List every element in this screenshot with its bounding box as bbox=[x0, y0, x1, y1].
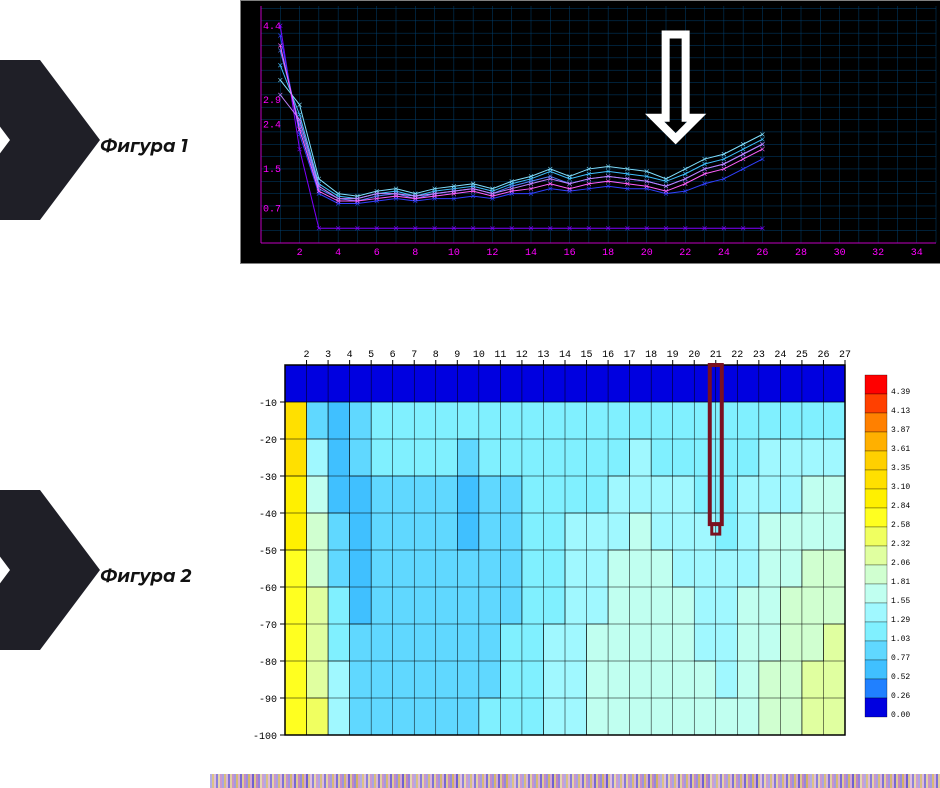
svg-text:2.58: 2.58 bbox=[891, 521, 910, 530]
svg-text:12: 12 bbox=[486, 248, 498, 259]
svg-text:2.4: 2.4 bbox=[263, 121, 281, 132]
svg-text:18: 18 bbox=[602, 248, 614, 259]
svg-text:1.81: 1.81 bbox=[891, 578, 910, 587]
svg-text:22: 22 bbox=[731, 350, 743, 361]
svg-text:-80: -80 bbox=[259, 658, 277, 669]
svg-text:8: 8 bbox=[412, 248, 418, 259]
svg-text:-30: -30 bbox=[259, 473, 277, 484]
svg-text:0.7: 0.7 bbox=[263, 204, 281, 215]
svg-text:20: 20 bbox=[688, 350, 700, 361]
svg-text:3: 3 bbox=[325, 350, 331, 361]
svg-text:10: 10 bbox=[473, 350, 485, 361]
svg-text:25: 25 bbox=[796, 350, 808, 361]
svg-text:6: 6 bbox=[374, 248, 380, 259]
svg-text:11: 11 bbox=[494, 350, 506, 361]
svg-text:0.52: 0.52 bbox=[891, 673, 910, 682]
svg-text:-100: -100 bbox=[253, 732, 277, 743]
svg-text:4.4: 4.4 bbox=[263, 22, 281, 33]
svg-text:32: 32 bbox=[872, 248, 884, 259]
svg-text:-10: -10 bbox=[259, 399, 277, 410]
svg-text:16: 16 bbox=[602, 350, 614, 361]
svg-text:5: 5 bbox=[368, 350, 374, 361]
svg-text:4: 4 bbox=[335, 248, 341, 259]
svg-text:-90: -90 bbox=[259, 695, 277, 706]
svg-text:15: 15 bbox=[581, 350, 593, 361]
svg-text:22: 22 bbox=[679, 248, 691, 259]
svg-text:-50: -50 bbox=[259, 547, 277, 558]
svg-text:26: 26 bbox=[756, 248, 768, 259]
svg-text:3.35: 3.35 bbox=[891, 464, 910, 473]
figure2-label: Фигура 2 bbox=[100, 565, 191, 587]
svg-text:-40: -40 bbox=[259, 510, 277, 521]
svg-text:0.00: 0.00 bbox=[891, 711, 910, 720]
line-chart-svg: 2468101214161820222426283032340.71.52.42… bbox=[241, 1, 940, 263]
svg-text:14: 14 bbox=[525, 248, 537, 259]
svg-text:1.03: 1.03 bbox=[891, 635, 910, 644]
figure1-label: Фигура 1 bbox=[100, 135, 188, 157]
svg-text:12: 12 bbox=[516, 350, 528, 361]
svg-text:1.29: 1.29 bbox=[891, 616, 910, 625]
svg-text:24: 24 bbox=[774, 350, 786, 361]
svg-text:30: 30 bbox=[834, 248, 846, 259]
svg-text:16: 16 bbox=[564, 248, 576, 259]
svg-text:3.10: 3.10 bbox=[891, 483, 910, 492]
svg-text:4.39: 4.39 bbox=[891, 388, 910, 397]
svg-text:-20: -20 bbox=[259, 436, 277, 447]
svg-text:9: 9 bbox=[454, 350, 460, 361]
svg-text:1.55: 1.55 bbox=[891, 597, 910, 606]
contour-chart: 2345678910111213141516171819202122232425… bbox=[240, 335, 940, 750]
svg-text:0.77: 0.77 bbox=[891, 654, 910, 663]
line-chart: 2468101214161820222426283032340.71.52.42… bbox=[240, 0, 940, 264]
svg-text:13: 13 bbox=[537, 350, 549, 361]
svg-text:-60: -60 bbox=[259, 584, 277, 595]
svg-text:23: 23 bbox=[753, 350, 765, 361]
svg-text:28: 28 bbox=[795, 248, 807, 259]
svg-text:2: 2 bbox=[304, 350, 310, 361]
svg-text:2.32: 2.32 bbox=[891, 540, 910, 549]
svg-text:6: 6 bbox=[390, 350, 396, 361]
svg-text:17: 17 bbox=[624, 350, 636, 361]
svg-text:19: 19 bbox=[667, 350, 679, 361]
svg-text:27: 27 bbox=[839, 350, 851, 361]
svg-text:3.61: 3.61 bbox=[891, 445, 910, 454]
svg-text:14: 14 bbox=[559, 350, 571, 361]
svg-text:24: 24 bbox=[718, 248, 730, 259]
svg-text:4.13: 4.13 bbox=[891, 407, 910, 416]
noise-strip bbox=[210, 774, 940, 788]
svg-text:26: 26 bbox=[817, 350, 829, 361]
svg-text:2.06: 2.06 bbox=[891, 559, 910, 568]
svg-text:2.84: 2.84 bbox=[891, 502, 910, 511]
svg-text:8: 8 bbox=[433, 350, 439, 361]
svg-text:2.9: 2.9 bbox=[263, 96, 281, 107]
page: { "labels":{"fig1":"Фигура 1","fig2":"Фи… bbox=[0, 0, 940, 788]
svg-text:10: 10 bbox=[448, 248, 460, 259]
svg-text:-70: -70 bbox=[259, 621, 277, 632]
svg-text:7: 7 bbox=[411, 350, 417, 361]
svg-text:4: 4 bbox=[347, 350, 353, 361]
svg-text:21: 21 bbox=[710, 350, 722, 361]
svg-text:2: 2 bbox=[297, 248, 303, 259]
svg-text:1.5: 1.5 bbox=[263, 165, 281, 176]
svg-text:0.26: 0.26 bbox=[891, 692, 910, 701]
svg-text:18: 18 bbox=[645, 350, 657, 361]
svg-text:34: 34 bbox=[911, 248, 923, 259]
chevron-decor-1 bbox=[0, 60, 100, 220]
chevron-decor-2 bbox=[0, 490, 100, 650]
contour-chart-svg: 2345678910111213141516171819202122232425… bbox=[240, 335, 940, 750]
svg-text:3.87: 3.87 bbox=[891, 426, 910, 435]
svg-text:20: 20 bbox=[641, 248, 653, 259]
